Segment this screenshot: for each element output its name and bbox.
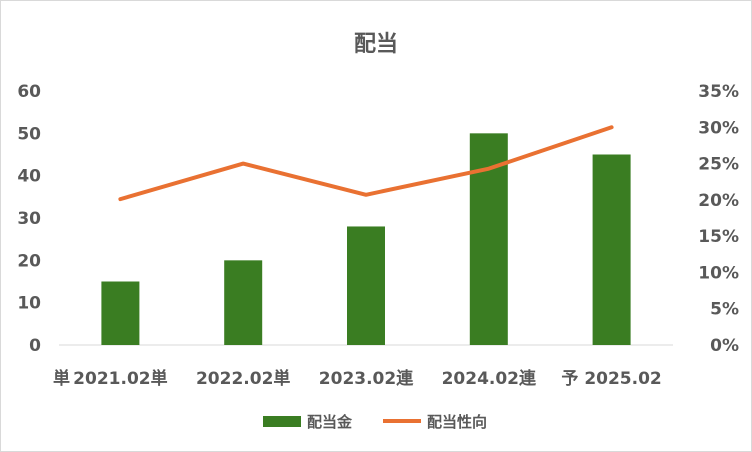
right-tick-label: 25% <box>698 155 739 175</box>
x-tick-label: 2023.02連 <box>319 368 414 389</box>
bar <box>224 260 263 345</box>
left-tick-label: 10 <box>17 294 41 314</box>
right-tick-label: 20% <box>698 191 739 211</box>
right-tick-label: 10% <box>698 263 739 283</box>
x-axis-labels: 2021.02単 2022.02単 2023.02連 2024.02連 予 2025.0… <box>73 368 662 389</box>
bar <box>347 226 385 345</box>
x-tick-label: 2021.02単 <box>73 368 167 389</box>
left-axis-ticks: 0 10 20 30 40 50 60 <box>17 82 41 356</box>
legend-label-bar: 配当金 <box>307 413 353 431</box>
line-path <box>118 125 614 202</box>
right-tick-label: 0% <box>710 336 739 356</box>
line-series <box>118 125 614 202</box>
right-tick-label: 15% <box>698 227 739 247</box>
legend-label-line: 配当性向 <box>427 413 487 431</box>
left-tick-label: 20 <box>17 251 41 271</box>
bar-series <box>101 133 631 345</box>
legend-swatch-bar <box>263 416 301 427</box>
right-tick-label: 5% <box>710 300 739 320</box>
right-tick-label: 30% <box>698 118 739 138</box>
x-tick-label: 2024.02連 <box>442 368 537 389</box>
bar <box>592 154 631 345</box>
bar <box>101 281 140 345</box>
chart-title: 配当 <box>354 32 398 57</box>
corner-label: 単 <box>53 368 70 389</box>
left-tick-label: 0 <box>29 336 41 356</box>
left-tick-label: 30 <box>17 209 41 229</box>
right-tick-label: 35% <box>698 82 739 102</box>
left-tick-label: 60 <box>17 82 41 102</box>
right-axis-ticks: 0% 5% 10% 15% 20% 25% 30% 35% <box>698 82 739 356</box>
left-tick-label: 40 <box>17 167 41 187</box>
legend: 配当金 配当性向 <box>263 413 487 431</box>
x-tick-label: 予 2025.02 <box>561 369 661 389</box>
left-tick-label: 50 <box>17 124 41 144</box>
x-tick-label: 2022.02単 <box>196 368 290 389</box>
